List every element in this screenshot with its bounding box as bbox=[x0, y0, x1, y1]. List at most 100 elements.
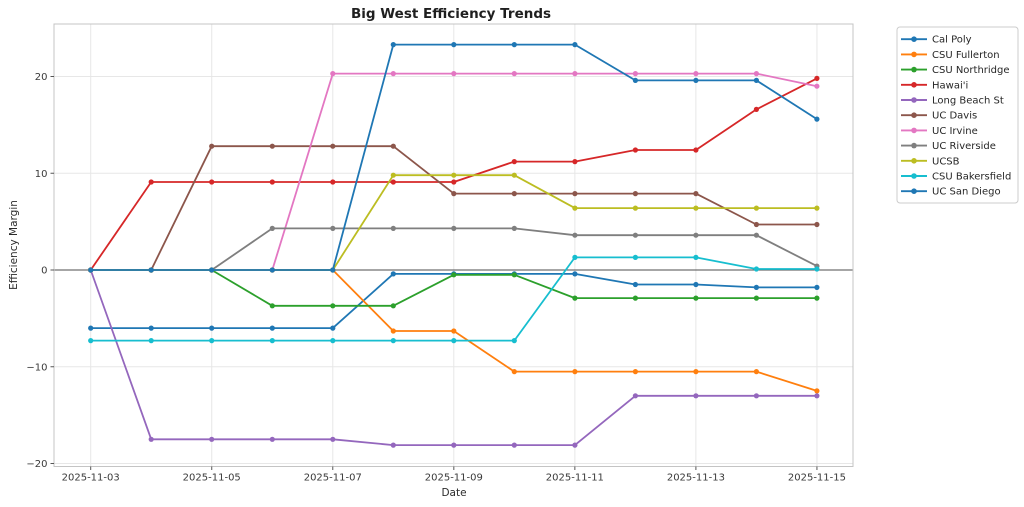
legend-marker bbox=[911, 97, 917, 103]
data-point bbox=[814, 295, 820, 301]
data-point bbox=[572, 369, 578, 375]
x-tick-label: 2025-11-07 bbox=[304, 473, 362, 484]
data-point bbox=[148, 325, 154, 331]
series-uc-san-diego bbox=[88, 42, 820, 273]
data-point bbox=[148, 179, 154, 185]
data-point bbox=[330, 179, 336, 185]
data-point bbox=[88, 325, 94, 331]
data-point bbox=[451, 272, 457, 278]
data-point bbox=[269, 267, 275, 273]
data-point bbox=[632, 281, 639, 288]
data-point bbox=[330, 436, 336, 442]
x-tick-label: 2025-11-03 bbox=[62, 473, 120, 484]
gridlines bbox=[54, 24, 853, 467]
x-tick-label: 2025-11-05 bbox=[183, 473, 241, 484]
legend-item-long-beach-st: Long Beach St bbox=[901, 96, 1004, 107]
data-point bbox=[753, 106, 760, 112]
data-point bbox=[693, 191, 699, 197]
legend-label: UC Riverside bbox=[932, 141, 996, 152]
data-point bbox=[572, 42, 578, 48]
legend-item-ucsb: UCSB bbox=[901, 156, 960, 167]
series-csu-bakersfield bbox=[88, 254, 820, 344]
data-point bbox=[511, 225, 517, 231]
data-point bbox=[632, 369, 639, 375]
legend-marker bbox=[911, 173, 917, 179]
data-point bbox=[209, 143, 215, 149]
data-point bbox=[330, 143, 336, 149]
data-point bbox=[330, 338, 336, 344]
x-axis-label: Date bbox=[441, 487, 466, 499]
data-point bbox=[814, 393, 820, 399]
legend-box bbox=[896, 26, 1019, 204]
data-point bbox=[632, 295, 639, 301]
data-point bbox=[511, 369, 517, 375]
data-point bbox=[693, 71, 699, 77]
x-tick-label: 2025-11-11 bbox=[546, 473, 604, 484]
data-point bbox=[693, 232, 699, 238]
data-point bbox=[632, 205, 639, 211]
data-point bbox=[269, 436, 275, 442]
data-point bbox=[572, 159, 578, 165]
data-point bbox=[632, 147, 639, 153]
data-point bbox=[451, 179, 457, 185]
y-tick-label: 20 bbox=[35, 72, 48, 83]
data-point bbox=[572, 442, 578, 448]
legend-item-uc-davis: UC Davis bbox=[901, 111, 977, 122]
legend-marker bbox=[911, 66, 917, 73]
data-point bbox=[148, 436, 154, 442]
legend-label: Cal Poly bbox=[932, 35, 972, 46]
data-point bbox=[753, 266, 760, 272]
data-point bbox=[209, 338, 215, 344]
data-point bbox=[693, 254, 699, 260]
data-point bbox=[572, 71, 578, 77]
data-point bbox=[148, 338, 154, 344]
data-point bbox=[390, 338, 396, 344]
data-point bbox=[451, 172, 457, 178]
data-point bbox=[693, 205, 699, 211]
data-point bbox=[632, 254, 639, 260]
legend-label: CSU Bakersfield bbox=[932, 172, 1011, 183]
data-point bbox=[632, 232, 639, 238]
data-point bbox=[753, 221, 760, 228]
data-point bbox=[148, 267, 154, 273]
data-point bbox=[269, 325, 275, 331]
data-point bbox=[330, 225, 336, 231]
legend-label: CSU Northridge bbox=[932, 65, 1010, 76]
series-long-beach-st bbox=[88, 267, 820, 448]
data-point bbox=[572, 191, 578, 197]
y-tick-label: 10 bbox=[35, 169, 48, 180]
data-point bbox=[88, 338, 94, 344]
data-point bbox=[753, 205, 760, 211]
data-point bbox=[330, 303, 336, 309]
data-point bbox=[814, 83, 820, 89]
data-point bbox=[511, 338, 517, 344]
legend-marker bbox=[911, 188, 917, 194]
legend-label: UC Irvine bbox=[932, 126, 978, 137]
data-point bbox=[511, 42, 517, 48]
data-series bbox=[88, 42, 820, 448]
data-point bbox=[753, 232, 760, 238]
legend: Cal Poly CSU Fullerton CSU Northridge Hawai… bbox=[896, 26, 1019, 204]
data-point bbox=[753, 369, 760, 375]
legend-marker bbox=[911, 51, 917, 58]
data-point bbox=[814, 221, 820, 228]
legend-label: UC Davis bbox=[932, 111, 977, 122]
data-point bbox=[269, 303, 275, 309]
data-point bbox=[632, 77, 639, 83]
data-point bbox=[814, 388, 820, 394]
data-point bbox=[753, 284, 760, 290]
data-point bbox=[814, 205, 820, 211]
x-tick-label: 2025-11-15 bbox=[788, 473, 846, 484]
data-point bbox=[451, 191, 457, 197]
data-point bbox=[451, 225, 457, 231]
chart-title: Big West Efficiency Trends bbox=[351, 6, 551, 22]
legend-item-cal-poly: Cal Poly bbox=[901, 35, 972, 46]
data-point bbox=[209, 179, 215, 185]
data-point bbox=[511, 159, 517, 165]
data-point bbox=[511, 442, 517, 448]
data-point bbox=[330, 325, 336, 331]
data-point bbox=[632, 191, 639, 197]
y-tick-label: 0 bbox=[41, 266, 47, 277]
